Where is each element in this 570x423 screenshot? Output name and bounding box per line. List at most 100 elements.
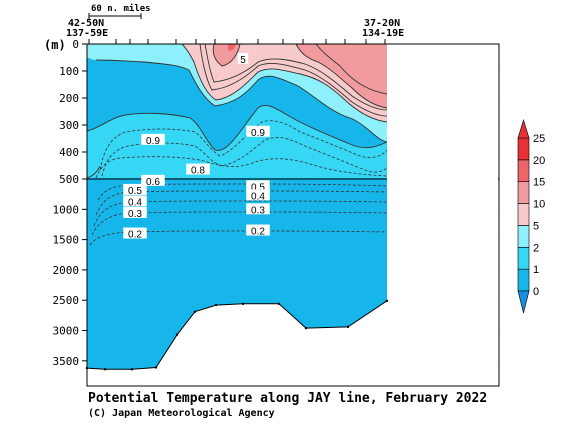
contour-label-6: 0.4 [128,197,142,208]
sea-floor-mask [87,300,387,386]
bottom-point-3 [154,366,158,369]
y-tick-label-2500: 2500 [53,294,80,307]
contour-label-bg-1 [141,133,165,145]
isoline-b [204,44,387,111]
bottom-point-10 [346,325,350,329]
y-tick-label-500: 500 [59,173,79,186]
isoline-5 [95,59,387,143]
bottom-point-7 [241,302,245,306]
bottom-point-1 [103,368,107,371]
bottom-point-5 [193,310,197,313]
colorbar-segment-0 [517,268,530,292]
y-tick-label-400: 400 [59,146,79,159]
colorbar-segment-2 [517,225,530,248]
isoline-0.7 [95,156,387,179]
colorbar-segment-3 [517,203,530,226]
isoline-0.6 [97,183,387,201]
colorbar-label-25: 25 [533,133,545,145]
bottom-point-4 [175,333,179,336]
band-1-2 [87,105,387,178]
y-tick-label-100: 100 [59,65,79,78]
contour-label-bg-3 [186,163,210,175]
colorbar-label-2: 2 [533,242,539,254]
colorbar-min-arrow [517,290,530,314]
y-axis-ticks: 0 100 200 300 400 500 1000 1500 2000 2500 3000 3500 [53,38,87,368]
right-lat-label: 37-20N [364,18,400,29]
contour-label-0: 5 [240,55,246,66]
unsampled-area [387,45,498,386]
contour-label-12: 0.2 [251,227,265,238]
contour-label-bg-8 [123,227,147,239]
colorbar-label-20: 20 [533,155,545,167]
contour-label-bg-11 [246,203,270,215]
contour-label-1: 0.9 [146,136,160,147]
bottom-point-11 [385,299,389,303]
chart-title: Potential Temperature along JAY line, Fe… [88,391,487,406]
isoline-0.3 [91,211,387,236]
plot-frame [86,43,500,387]
isoline-1 [87,165,101,179]
isoline-0.2 [89,230,387,246]
y-tick-label-3500: 3500 [53,355,80,368]
colorbar-segment-5 [517,159,530,183]
colorbar-label-0: 0 [533,286,539,298]
colorbar-label-15: 15 [533,177,545,189]
contour-label-bg-5 [123,183,147,195]
contour-label-9: 0.5 [251,182,265,193]
isoline-2 [87,104,387,151]
y-tick-label-2000: 2000 [53,264,80,277]
isoline-0.4 [93,200,387,227]
scale-bar-label: 60 n. miles [91,3,151,14]
isoline-a [199,44,387,117]
y-axis-title: (m) [44,38,66,52]
contour-label-bg-7 [123,206,147,218]
scale-bar: 60 n. miles [88,3,151,19]
colorbar-label-10: 10 [533,199,545,211]
contour-label-2: 0.9 [251,128,265,139]
right-lon-label: 134-19E [362,28,404,39]
contour-label-bg-9 [246,180,270,192]
bottom-point-8 [277,302,281,306]
isoline-d [295,44,387,109]
band-10-15 [213,44,387,108]
y-tick-label-200: 200 [59,92,79,105]
isoline-e [315,44,387,95]
colorbar-segment-4 [517,181,530,204]
contour-label-bg-0 [237,52,249,64]
contour-labels: 50.90.90.80.60.50.40.30.20.50.40.30.2 [123,52,270,241]
colorbar-segment-1 [517,246,530,270]
contour-label-7: 0.3 [128,209,142,220]
sea-floor [85,45,498,386]
bottom-point-9 [304,326,308,330]
isoline-10 [181,44,387,123]
contour-label-4: 0.6 [146,177,160,188]
band-15-20 [228,44,236,51]
colorbar-label-1: 1 [533,264,539,276]
y-tick-label-300: 300 [59,119,79,132]
bottom-profile-line [86,300,388,370]
isoline-c [212,44,241,67]
contour-label-5: 0.5 [128,186,142,197]
left-lat-label: 42-50N [68,18,104,29]
y-tick-label-3000: 3000 [53,325,80,338]
y-tick-label-1000: 1000 [53,203,80,216]
bottom-point-6 [214,303,218,307]
credit-text: (C) Japan Meteorological Agency [88,407,275,419]
contour-label-bg-6 [123,195,147,207]
left-lon-label: 137-59E [66,28,108,39]
contour-label-bg-2 [246,125,270,137]
colorbar-max-arrow [517,118,530,139]
isoline-0.9 [99,120,387,171]
y-tick-label-0: 0 [72,38,79,51]
contour-label-bg-10 [246,189,270,201]
contour-label-10: 0.4 [251,191,265,202]
contour-label-8: 0.2 [128,230,142,241]
contour-label-bg-12 [246,224,270,236]
colorbar-segment-6 [517,137,530,161]
bottom-point-2 [130,368,134,371]
isoline-0.5 [95,190,387,216]
contour-label-11: 0.3 [251,205,265,216]
contour-label-3: 0.8 [191,166,205,177]
